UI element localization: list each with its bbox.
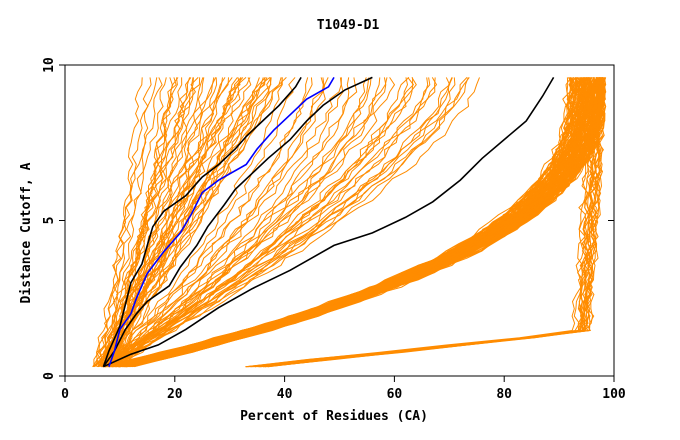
model-curve	[107, 77, 358, 368]
model-curve	[105, 77, 480, 368]
series-black-2	[102, 76, 373, 368]
model-curve	[254, 77, 607, 368]
model-curve	[112, 77, 367, 367]
plot-area: 0 20 40 60 80 100 0 5 10	[42, 57, 626, 402]
background-model-curves	[92, 77, 607, 368]
model-curve	[246, 77, 595, 368]
y-tick-label: 5	[42, 217, 57, 225]
model-curve	[97, 77, 429, 368]
model-curve	[257, 77, 601, 368]
model-curve	[245, 77, 602, 368]
model-curve	[111, 77, 387, 367]
model-curve	[110, 77, 344, 368]
x-tick-label: 40	[277, 387, 293, 402]
model-curve	[262, 77, 606, 368]
model-curve	[103, 77, 283, 367]
x-tick-label: 60	[387, 387, 403, 402]
model-curve	[102, 77, 342, 368]
axis-ticks: 0 20 40 60 80 100 0 5 10	[42, 57, 626, 402]
y-tick-label: 0	[42, 372, 57, 380]
x-tick-label: 100	[602, 387, 626, 402]
model-curve	[111, 77, 325, 368]
model-curve	[100, 77, 436, 368]
series-blue	[108, 76, 335, 367]
model-curve	[97, 77, 453, 368]
model-curve	[260, 77, 604, 368]
model-curve	[106, 77, 282, 368]
model-curve	[106, 77, 388, 367]
model-curve	[118, 77, 604, 368]
model-curve	[97, 77, 242, 368]
model-curve	[117, 77, 602, 368]
x-tick-label: 0	[61, 387, 69, 402]
model-curve	[93, 77, 167, 368]
model-curve	[107, 77, 143, 367]
model-curve	[107, 77, 468, 368]
y-tick-label: 10	[42, 57, 57, 73]
model-curve	[110, 77, 242, 367]
model-curve	[93, 77, 158, 367]
x-tick-label: 20	[167, 387, 183, 402]
series-black-1	[102, 76, 302, 367]
model-curve	[264, 77, 604, 368]
model-curve	[107, 77, 272, 368]
model-curve	[105, 77, 396, 368]
model-curve	[112, 77, 283, 367]
model-curve	[100, 77, 313, 368]
model-curve	[106, 77, 583, 368]
model-curve	[108, 77, 453, 368]
x-tick-label: 80	[496, 387, 512, 402]
model-curve	[118, 77, 607, 368]
model-curve	[267, 77, 599, 368]
model-curve	[110, 77, 271, 368]
series-black-3	[103, 76, 555, 368]
y-axis-title: Distance Cutoff, A	[19, 162, 34, 303]
chart-title: T1049-D1	[317, 18, 380, 33]
model-curve	[96, 77, 470, 368]
highlighted-model-curves	[102, 76, 555, 368]
model-curve	[116, 77, 604, 368]
x-axis-title: Percent of Residues (CA)	[240, 409, 428, 424]
model-curve	[267, 77, 605, 368]
model-curve	[118, 77, 602, 368]
model-curve	[110, 77, 372, 368]
